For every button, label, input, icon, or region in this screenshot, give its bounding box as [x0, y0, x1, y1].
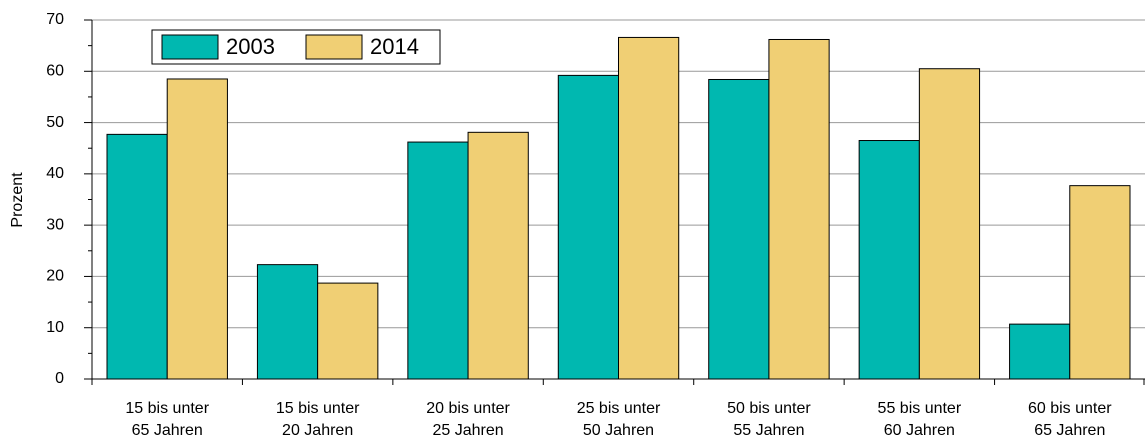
bar [1069, 185, 1131, 380]
legend-swatch [161, 34, 219, 60]
y-tick-label: 0 [55, 370, 64, 387]
x-tick-label: 25 bis unter [577, 400, 661, 417]
y-tick-label: 10 [46, 319, 64, 336]
y-tick-label: 50 [46, 114, 64, 131]
y-tick-label: 60 [46, 63, 64, 80]
bar [407, 141, 469, 380]
x-tick-label: 50 bis unter [727, 400, 811, 417]
bar [918, 68, 981, 380]
bar [708, 78, 770, 380]
bar [618, 36, 680, 380]
bar [106, 133, 168, 380]
y-tick-label: 40 [46, 165, 64, 182]
x-tick-label: 20 Jahren [282, 422, 353, 439]
x-tick-label: 50 Jahren [583, 422, 654, 439]
x-tick-label: 55 bis unter [878, 400, 962, 417]
y-axis-label: Prozent [9, 172, 26, 228]
x-tick-label: 65 Jahren [132, 422, 203, 439]
bar [768, 38, 830, 380]
bar [256, 264, 319, 380]
legend-swatch [305, 34, 363, 60]
x-tick-label: 20 bis unter [426, 400, 510, 417]
bar [467, 131, 529, 380]
x-tick-label: 15 bis unter [276, 400, 360, 417]
x-tick-label: 60 Jahren [884, 422, 955, 439]
bar [858, 140, 920, 380]
x-tick-label: 65 Jahren [1034, 422, 1105, 439]
bar [1009, 323, 1071, 380]
legend-label: 2014 [370, 34, 419, 59]
legend-label: 2003 [226, 34, 275, 59]
bar [166, 78, 228, 380]
x-tick-label: 25 Jahren [432, 422, 503, 439]
y-tick-label: 30 [46, 216, 64, 233]
bar [317, 282, 379, 380]
bar [557, 74, 619, 380]
y-tick-label: 20 [46, 268, 64, 285]
x-tick-label: 15 bis unter [125, 400, 209, 417]
x-tick-label: 60 bis unter [1028, 400, 1112, 417]
x-tick-label: 55 Jahren [733, 422, 804, 439]
y-tick-label: 70 [46, 11, 64, 28]
